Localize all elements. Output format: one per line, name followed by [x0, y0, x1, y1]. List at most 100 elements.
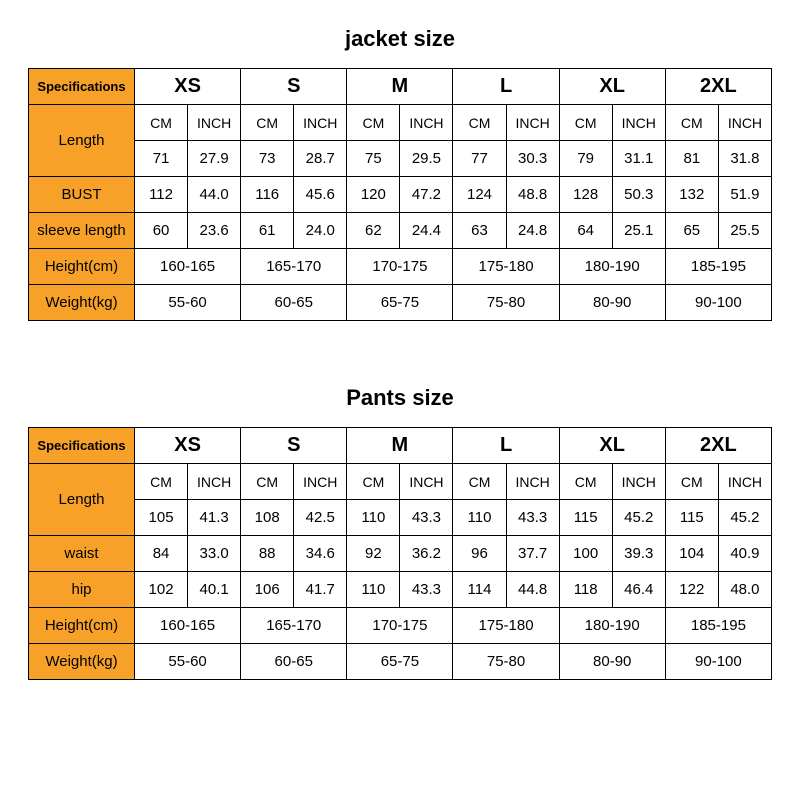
size-header-s: S [241, 428, 347, 464]
row-label-waist: waist [29, 536, 135, 572]
cell: 170-175 [347, 608, 453, 644]
unit-cm: CM [665, 464, 718, 500]
cell: 63 [453, 213, 506, 249]
cell: 105 [135, 500, 188, 536]
cell: 104 [665, 536, 718, 572]
unit-cm: CM [559, 105, 612, 141]
row-label-weight: Weight(kg) [29, 285, 135, 321]
table-row: 7127.9 7328.7 7529.5 7730.3 7931.1 8131.… [29, 141, 772, 177]
cell: 50.3 [612, 177, 665, 213]
cell: 51.9 [718, 177, 771, 213]
jacket-title: jacket size [28, 26, 772, 52]
cell: 31.8 [718, 141, 771, 177]
cell: 79 [559, 141, 612, 177]
cell: 45.2 [718, 500, 771, 536]
jacket-table: Specifications XS S M L XL 2XL Length CM… [28, 68, 772, 321]
cell: 102 [135, 572, 188, 608]
cell: 36.2 [400, 536, 453, 572]
cell: 43.3 [400, 572, 453, 608]
unit-inch: INCH [400, 464, 453, 500]
cell: 92 [347, 536, 400, 572]
cell: 75-80 [453, 285, 559, 321]
cell: 40.1 [188, 572, 241, 608]
size-header-l: L [453, 69, 559, 105]
cell: 90-100 [665, 644, 771, 680]
unit-inch: INCH [506, 464, 559, 500]
cell: 65 [665, 213, 718, 249]
unit-inch: INCH [188, 464, 241, 500]
unit-cm: CM [241, 464, 294, 500]
cell: 55-60 [135, 644, 241, 680]
cell: 64 [559, 213, 612, 249]
unit-cm: CM [347, 464, 400, 500]
unit-inch: INCH [400, 105, 453, 141]
cell: 185-195 [665, 608, 771, 644]
table-row: Specifications XS S M L XL 2XL [29, 69, 772, 105]
table-row: Specifications XS S M L XL 2XL [29, 428, 772, 464]
cell: 39.3 [612, 536, 665, 572]
cell: 48.8 [506, 177, 559, 213]
cell: 60-65 [241, 285, 347, 321]
unit-inch: INCH [612, 105, 665, 141]
row-label-sleeve: sleeve length [29, 213, 135, 249]
cell: 65-75 [347, 285, 453, 321]
cell: 25.5 [718, 213, 771, 249]
unit-cm: CM [453, 464, 506, 500]
unit-inch: INCH [294, 464, 347, 500]
cell: 110 [347, 500, 400, 536]
cell: 100 [559, 536, 612, 572]
cell: 37.7 [506, 536, 559, 572]
unit-inch: INCH [612, 464, 665, 500]
unit-cm: CM [453, 105, 506, 141]
cell: 96 [453, 536, 506, 572]
cell: 80-90 [559, 285, 665, 321]
cell: 124 [453, 177, 506, 213]
unit-cm: CM [559, 464, 612, 500]
cell: 48.0 [718, 572, 771, 608]
cell: 46.4 [612, 572, 665, 608]
cell: 116 [241, 177, 294, 213]
cell: 106 [241, 572, 294, 608]
size-header-xs: XS [135, 69, 241, 105]
unit-cm: CM [347, 105, 400, 141]
cell: 75 [347, 141, 400, 177]
cell: 160-165 [135, 249, 241, 285]
cell: 44.8 [506, 572, 559, 608]
cell: 25.1 [612, 213, 665, 249]
cell: 175-180 [453, 608, 559, 644]
cell: 114 [453, 572, 506, 608]
cell: 170-175 [347, 249, 453, 285]
unit-cm: CM [665, 105, 718, 141]
cell: 73 [241, 141, 294, 177]
cell: 118 [559, 572, 612, 608]
table-row: Weight(kg) 55-60 60-65 65-75 75-80 80-90… [29, 285, 772, 321]
cell: 77 [453, 141, 506, 177]
row-label-length: Length [29, 464, 135, 536]
cell: 34.6 [294, 536, 347, 572]
size-header-2xl: 2XL [665, 69, 771, 105]
cell: 41.7 [294, 572, 347, 608]
cell: 41.3 [188, 500, 241, 536]
cell: 110 [347, 572, 400, 608]
cell: 45.2 [612, 500, 665, 536]
table-row: Weight(kg) 55-60 60-65 65-75 75-80 80-90… [29, 644, 772, 680]
cell: 29.5 [400, 141, 453, 177]
cell: 55-60 [135, 285, 241, 321]
row-label-bust: BUST [29, 177, 135, 213]
cell: 24.4 [400, 213, 453, 249]
table-row: Height(cm) 160-165 165-170 170-175 175-1… [29, 608, 772, 644]
cell: 108 [241, 500, 294, 536]
table-row: hip 10240.1 10641.7 11043.3 11444.8 1184… [29, 572, 772, 608]
cell: 165-170 [241, 608, 347, 644]
unit-inch: INCH [718, 105, 771, 141]
cell: 128 [559, 177, 612, 213]
cell: 65-75 [347, 644, 453, 680]
cell: 120 [347, 177, 400, 213]
pants-table: Specifications XS S M L XL 2XL Length CM… [28, 427, 772, 680]
cell: 81 [665, 141, 718, 177]
unit-cm: CM [135, 105, 188, 141]
pants-title: Pants size [28, 385, 772, 411]
row-label-height: Height(cm) [29, 608, 135, 644]
cell: 30.3 [506, 141, 559, 177]
cell: 45.6 [294, 177, 347, 213]
